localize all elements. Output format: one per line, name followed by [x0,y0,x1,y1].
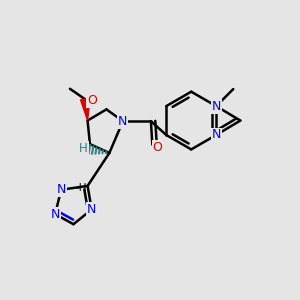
Text: -H: -H [75,183,87,193]
Text: H: H [79,142,88,155]
Text: O: O [87,94,97,107]
Text: N: N [118,115,128,128]
Text: O: O [153,141,163,154]
Text: N: N [212,128,221,142]
Text: N: N [212,100,221,112]
Polygon shape [80,99,90,121]
Text: N: N [50,208,60,221]
Text: N: N [56,183,66,196]
Text: N: N [87,203,96,216]
